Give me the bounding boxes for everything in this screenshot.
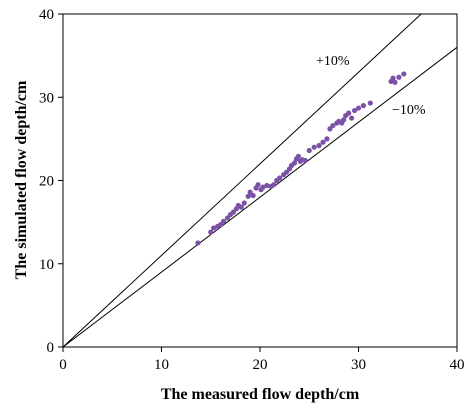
data-point: [271, 182, 277, 188]
data-point: [218, 222, 224, 228]
y-axis-title: The simulated flow depth/cm: [13, 80, 30, 279]
data-point: [230, 209, 237, 215]
data-point: [291, 160, 298, 166]
data-point: [255, 182, 261, 188]
x-axis-title: The measured flow depth/cm: [161, 386, 360, 403]
data-point: [283, 169, 290, 175]
data-point: [341, 117, 347, 123]
data-point: [220, 218, 227, 224]
data-point: [330, 122, 336, 129]
y-tick-label: 10: [39, 257, 54, 273]
data-point: [316, 142, 322, 149]
reference-line-plus-10: [62, 13, 422, 348]
data-point: [360, 102, 367, 109]
data-point: [224, 215, 231, 221]
data-point: [264, 182, 270, 189]
data-point: [346, 110, 352, 116]
data-point: [324, 136, 330, 142]
data-point: [396, 74, 402, 80]
data-point: [306, 147, 312, 154]
data-point: [355, 105, 362, 111]
reference-line-minus-10: [62, 46, 458, 348]
annotation-minus-10: −10%: [392, 103, 426, 118]
data-point: [367, 100, 373, 106]
data-point: [311, 144, 317, 150]
x-tick-label: 30: [351, 357, 366, 373]
data-point: [211, 225, 217, 231]
x-tick-label: 20: [253, 357, 268, 373]
data-point: [245, 193, 251, 199]
plot-layer: 0 10 20 30 40 0 10 20 30 40: [39, 7, 465, 373]
y-tick-label: 40: [39, 7, 54, 23]
data-point: [208, 229, 214, 235]
data-point: [238, 204, 244, 210]
data-point: [195, 240, 201, 246]
data-point: [295, 153, 302, 159]
data-point: [349, 115, 355, 121]
x-tick-label: 0: [59, 357, 67, 373]
y-tick-label: 20: [39, 174, 54, 190]
y-tick-label: 30: [39, 90, 54, 106]
data-point: [302, 157, 308, 164]
data-point: [241, 200, 247, 206]
data-point: [327, 126, 333, 132]
y-tick-label: 0: [47, 340, 55, 356]
data-point: [401, 71, 407, 77]
data-point: [250, 192, 256, 199]
annotation-plus-10: +10%: [316, 54, 350, 69]
data-point: [260, 184, 266, 190]
data-point: [390, 75, 396, 81]
x-tick-label: 40: [450, 357, 465, 373]
data-point: [320, 139, 326, 145]
plot-frame: [62, 13, 458, 348]
x-tick-label: 10: [154, 357, 169, 373]
data-point: [351, 107, 358, 114]
data-point: [277, 175, 283, 181]
data-point: [247, 189, 253, 195]
data-point: [392, 79, 398, 85]
